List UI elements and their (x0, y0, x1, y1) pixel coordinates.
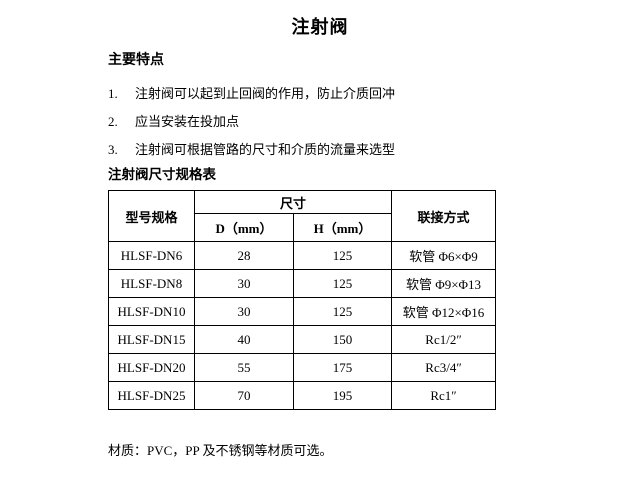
table-row: HLSF-DN10 30 125 软管 Φ12×Φ16 (108, 297, 497, 326)
cell-h: 125 (292, 269, 393, 298)
table-caption: 注射阀尺寸规格表 (108, 167, 216, 182)
cell-model: HLSF-DN10 (108, 297, 195, 326)
cell-connection: Rc1/2″ (391, 325, 497, 354)
feature-item-number: 1. (108, 86, 118, 101)
header-cell-model: 型号规格 (108, 190, 195, 242)
cell-d: 40 (194, 325, 294, 354)
feature-item-text: 应当安装在投加点 (135, 114, 240, 129)
cell-h: 125 (292, 241, 393, 270)
cell-h: 150 (292, 325, 393, 354)
cell-connection: Rc3/4″ (391, 353, 497, 382)
document-page: 注射阀 主要特点 1. 注射阀可以起到止回阀的作用，防止介质回冲 2. 应当安装… (0, 16, 640, 492)
header-cell-connection: 联接方式 (391, 190, 497, 242)
table-row: HLSF-DN6 28 125 软管 Φ6×Φ9 (108, 241, 497, 270)
material-note: 材质：PVC，PP 及不锈钢等材质可选。 (108, 443, 333, 458)
header-cell-size-group: 尺寸 (193, 190, 393, 214)
cell-connection: 软管 Φ12×Φ16 (391, 297, 497, 326)
table-row: HLSF-DN15 40 150 Rc1/2″ (108, 325, 497, 354)
cell-connection: 软管 Φ6×Φ9 (391, 241, 497, 270)
feature-item: 2. 应当安装在投加点 (108, 114, 640, 129)
table-row: HLSF-DN25 70 195 Rc1″ (108, 381, 497, 410)
cell-h: 125 (292, 297, 393, 326)
cell-connection: 软管 Φ9×Φ13 (391, 269, 497, 298)
cell-model: HLSF-DN6 (108, 241, 195, 270)
feature-item-number: 2. (108, 114, 118, 129)
cell-d: 30 (194, 297, 294, 326)
feature-item-number: 3. (108, 142, 118, 157)
page-title: 注射阀 (291, 17, 349, 37)
table-header-row-2: D（mm） H（mm） (109, 213, 496, 242)
table-row: HLSF-DN8 30 125 软管 Φ9×Φ13 (108, 269, 497, 298)
table-header-row-1: 型号规格 尺寸 联接方式 (108, 190, 497, 242)
cell-d: 30 (194, 269, 294, 298)
cell-model: HLSF-DN8 (108, 269, 195, 298)
table-row: HLSF-DN20 55 175 Rc3/4″ (108, 353, 497, 382)
cell-connection: Rc1″ (391, 381, 497, 410)
cell-model: HLSF-DN20 (108, 353, 195, 382)
feature-list: 1. 注射阀可以起到止回阀的作用，防止介质回冲 2. 应当安装在投加点 3. 注… (108, 86, 640, 157)
cell-h: 195 (292, 381, 393, 410)
cell-d: 28 (194, 241, 294, 270)
header-cell-h: H（mm） (292, 213, 393, 242)
feature-item: 3. 注射阀可根据管路的尺寸和介质的流量来选型 (108, 142, 640, 157)
section-heading-features: 主要特点 (108, 53, 164, 68)
cell-model: HLSF-DN15 (108, 325, 195, 354)
cell-d: 55 (194, 353, 294, 382)
spec-table: 型号规格 尺寸 联接方式 D（mm） H（mm） HLSF-DN6 28 125… (108, 190, 497, 410)
cell-model: HLSF-DN25 (108, 381, 195, 410)
cell-h: 175 (292, 353, 393, 382)
header-cell-d: D（mm） (194, 213, 294, 242)
cell-d: 70 (194, 381, 294, 410)
feature-item-text: 注射阀可以起到止回阀的作用，防止介质回冲 (135, 86, 396, 101)
feature-item: 1. 注射阀可以起到止回阀的作用，防止介质回冲 (108, 86, 640, 101)
feature-item-text: 注射阀可根据管路的尺寸和介质的流量来选型 (135, 142, 396, 157)
